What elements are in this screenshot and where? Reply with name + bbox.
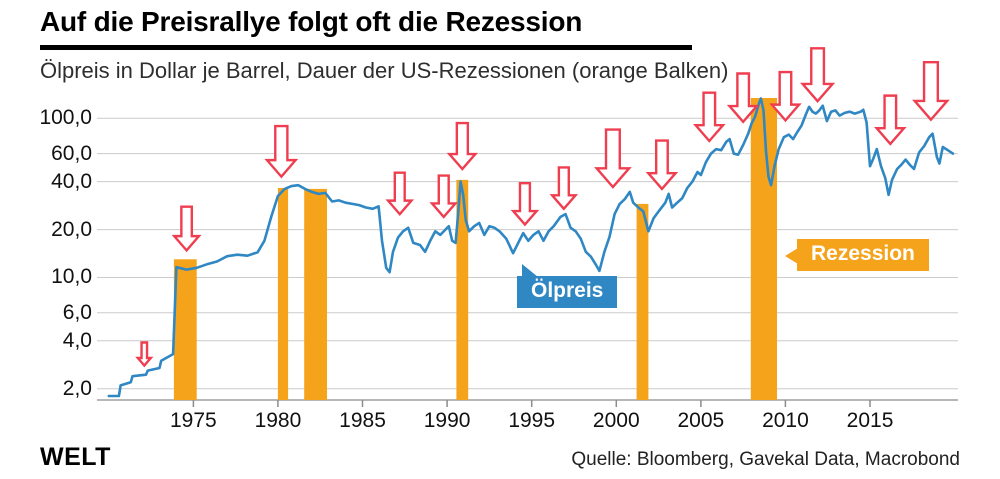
price-peak-arrow-icon (645, 139, 679, 191)
y-axis-tick-label: 10,0 (51, 265, 92, 289)
price-peak-arrow-icon (549, 166, 579, 211)
recession-bar (277, 188, 289, 400)
price-peak-arrow-icon (135, 341, 154, 368)
page-title: Auf die Preisrallye folgt oft die Rezess… (40, 6, 692, 50)
x-axis-tick-label: 1985 (339, 409, 386, 432)
price-peak-arrow-icon (510, 181, 540, 227)
x-axis-tick-label: 1980 (254, 409, 302, 432)
y-axis-tick-label: 40,0 (51, 169, 92, 193)
price-peak-arrow-icon (385, 171, 415, 216)
price-peak-arrow-icon (693, 91, 726, 143)
recession-bar (750, 98, 777, 400)
y-axis-tick-label: 2,0 (62, 376, 92, 400)
x-axis-tick-label: 1990 (423, 409, 471, 432)
price-peak-arrow-icon (429, 174, 459, 219)
y-axis-tick-label: 100,0 (39, 106, 92, 130)
x-axis-tick-label: 2010 (762, 409, 809, 432)
y-axis-tick-label: 6,0 (62, 300, 92, 324)
price-peak-arrow-icon (594, 128, 632, 189)
recession-bar (456, 179, 469, 400)
price-peak-arrow-icon (171, 205, 202, 253)
x-axis-tick-label: 2005 (677, 409, 725, 432)
y-axis-tick-label: 60,0 (51, 141, 92, 165)
x-axis-tick-label: 2015 (846, 409, 894, 432)
price-peak-arrow-icon (264, 124, 299, 179)
recession-label: Rezession (785, 239, 929, 271)
recession-bar (304, 188, 327, 400)
price-peak-arrow-icon (874, 94, 907, 146)
price-peak-arrow-icon (446, 121, 478, 171)
price-peak-arrow-icon (912, 60, 950, 122)
x-axis-tick-label: 2000 (592, 409, 640, 432)
oil-price-label: Ölpreis (517, 264, 618, 308)
y-axis-tick-label: 20,0 (51, 217, 92, 241)
recession-bar (636, 203, 649, 400)
x-axis-tick-label: 1995 (508, 409, 556, 432)
price-peak-arrow-icon (800, 47, 836, 104)
welt-logo: WELT (40, 443, 111, 471)
recession-bar (173, 259, 197, 400)
x-axis-tick-label: 1975 (169, 409, 217, 432)
price-peak-arrow-icon (769, 70, 802, 123)
price-peak-arrow-icon (726, 72, 760, 124)
y-axis-tick-label: 4,0 (62, 328, 92, 352)
chart-subtitle: Ölpreis in Dollar je Barrel, Dauer der U… (40, 58, 729, 83)
source-credit: Quelle: Bloomberg, Gavekal Data, Macrobo… (571, 449, 960, 470)
